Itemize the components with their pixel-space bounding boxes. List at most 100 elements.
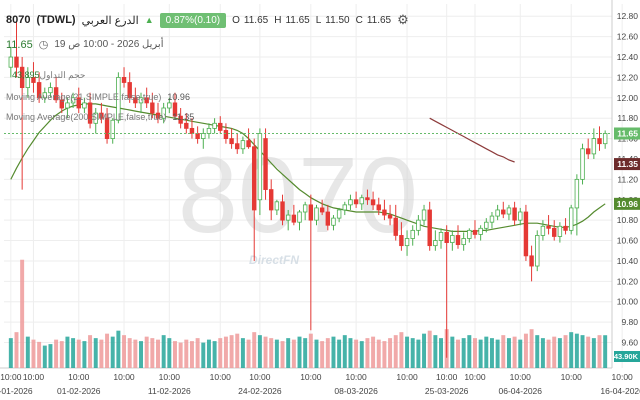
price-tag-box [614, 158, 640, 171]
volume-bar [144, 336, 149, 368]
candle-body [325, 211, 331, 226]
candle-body [235, 143, 240, 150]
candle-body [82, 102, 87, 109]
volume-bar [240, 338, 245, 368]
candle-body [229, 138, 234, 145]
candle-body [161, 107, 166, 119]
candle-body [506, 207, 512, 215]
candle-body [184, 122, 189, 129]
volume-bar [597, 335, 602, 368]
volume-bar [591, 338, 596, 368]
candle-body [87, 102, 93, 124]
candle-body [285, 214, 291, 221]
volume-value: 43,895 [12, 70, 40, 80]
candle-body [404, 238, 410, 247]
gear-icon[interactable]: ⚙ [397, 12, 409, 27]
volume-bar [325, 338, 330, 368]
candle-body [387, 214, 393, 219]
volume-bar [218, 338, 223, 368]
candle-body [444, 231, 449, 243]
x-tick-time: 10:00 [159, 372, 181, 382]
candle-body [433, 240, 438, 247]
candle-body [274, 201, 280, 211]
chart-header: 8070 (TDWL) الدرع العربي ▲ 0.87%(0.10) O… [6, 10, 409, 30]
candle-body [172, 102, 178, 117]
candle-body [319, 207, 325, 213]
x-tick-time: 10:00 [345, 372, 367, 382]
candle-body [150, 102, 155, 114]
volume-bar [489, 338, 494, 368]
x-tick-date: 24-02-2026 [238, 386, 282, 396]
open-value: 11.65 [243, 14, 269, 26]
volume-bar [393, 335, 398, 368]
x-tick-time: 10:00 [210, 372, 232, 382]
candle-body [308, 204, 314, 221]
volume-bar [229, 335, 234, 368]
volume-bar [337, 339, 342, 368]
x-tick-time: 10:00 [396, 372, 418, 382]
candle-body [110, 119, 115, 139]
volume-bar [371, 336, 376, 368]
high-value: 11.65 [285, 14, 310, 26]
volume-bar [422, 333, 427, 368]
volume-bar [156, 339, 160, 368]
caret-up-icon: ▲ [144, 15, 154, 25]
change-badge: 0.87%(0.10) [159, 12, 227, 28]
price-time-row: 11.65 ◷ أبريل 2026 - 10:00 ص 19 [6, 38, 164, 52]
y-tick-label: 12.00 [617, 93, 639, 103]
candle-body [484, 221, 489, 229]
volume-bar [450, 336, 455, 368]
volume-bar [523, 333, 528, 368]
candle-body [65, 102, 70, 109]
candle-body [212, 122, 217, 129]
candle-body [597, 138, 602, 145]
ma21-indicator-label[interactable]: Moving Average(21,SIMPLE,false,true) 10.9… [6, 92, 190, 102]
candle-body [602, 133, 608, 145]
candle-body [201, 133, 206, 139]
volume-bar [280, 341, 285, 368]
candle-body [399, 235, 404, 247]
volume-bar [14, 332, 19, 368]
price-axis: 12.8012.6012.4012.2012.0011.8011.6011.40… [614, 11, 640, 362]
candle-body [591, 138, 597, 155]
volume-bar [308, 333, 313, 368]
volume-bar [552, 336, 557, 368]
candle-body [393, 217, 398, 236]
y-tick-label: 9.60 [621, 338, 638, 348]
symbol-watermark: 8070 [178, 134, 418, 255]
candle-body [104, 117, 110, 139]
ohlc-low: L 11.50 [316, 15, 350, 26]
volume-bar [557, 338, 562, 368]
y-tick-label: 12.80 [617, 11, 639, 21]
candle-body [127, 82, 132, 99]
volume-bar [184, 339, 189, 368]
ma21-value: 10.96 [167, 92, 190, 102]
volume-bar [105, 333, 110, 368]
time-axis: 10:0019-01-202610:0010:0001-02-202610:00… [0, 372, 640, 396]
volume-bar [195, 338, 200, 368]
candle-body [36, 82, 42, 99]
candle-body [138, 97, 144, 104]
symbol-code: 8070 [6, 14, 31, 26]
volume-bar [467, 335, 472, 368]
candle-body [19, 66, 25, 89]
volume-bar [348, 338, 353, 368]
ma200-label: Moving Average(200,SIMPLE,false,true) [6, 112, 167, 122]
candle-body [535, 235, 540, 267]
moving-average-200-line [429, 117, 515, 163]
close-value: 11.65 [366, 14, 392, 26]
ma200-indicator-label[interactable]: Moving Average(200,SIMPLE,false,true) 11.… [6, 112, 194, 122]
x-tick-time: 10:00 [300, 372, 322, 382]
volume-bar [235, 333, 240, 368]
volume-bar [76, 339, 81, 368]
ma200-path [429, 117, 515, 163]
volume-indicator-label[interactable]: حجم التداول43,895 [6, 70, 85, 81]
volume-bar [456, 339, 460, 368]
candle-body [144, 97, 149, 104]
candle-body [376, 204, 381, 211]
volume-bar [189, 341, 194, 368]
ma200-value: 11.35 [172, 112, 195, 122]
candle-body [314, 207, 319, 221]
candle-body [53, 87, 59, 101]
